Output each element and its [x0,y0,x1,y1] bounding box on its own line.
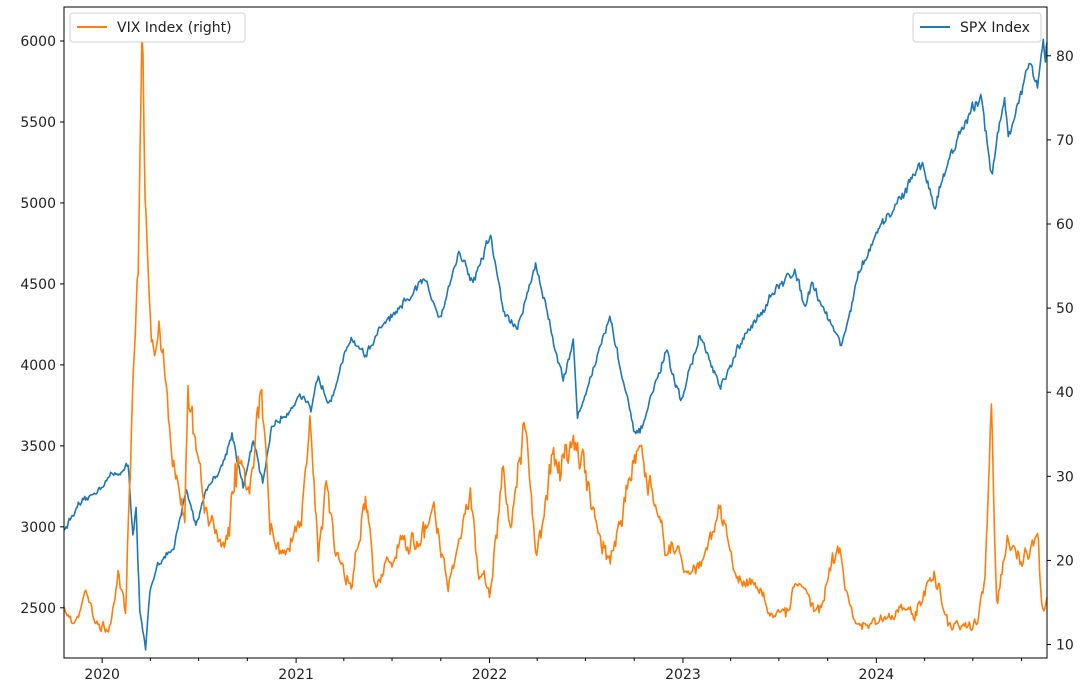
right-y-axis: 10 20 30 40 50 60 70 80 [1047,49,1074,654]
series-layer [63,32,1048,651]
right-y-tick-label: 10 [1056,638,1074,654]
left-y-tick-label: 6000 [20,34,56,50]
series-line-vix [63,32,1048,633]
right-y-tick-label: 30 [1056,469,1074,485]
left-y-axis: 2500 3000 3500 4000 4500 5000 5500 6000 [20,34,64,617]
left-y-tick-label: 3000 [20,520,56,536]
right-y-tick-label: 50 [1056,301,1074,317]
left-y-tick-label: 4500 [20,277,56,293]
x-axis: 2020 2021 2022 2023 2024 [84,658,1023,683]
legend-spx-box [912,12,1042,43]
left-y-tick-label: 5500 [20,115,56,131]
x-tick-label: 2020 [84,667,120,683]
left-y-tick-label: 2500 [20,601,56,617]
legend-spx: SPX Index [912,12,1042,43]
legend-vix: VIX Index (right) [69,12,246,43]
x-tick-label: 2021 [278,667,314,683]
x-tick-label: 2022 [472,667,508,683]
series-line-spx [63,38,1048,651]
left-y-tick-label: 4000 [20,358,56,374]
right-y-tick-label: 20 [1056,553,1074,569]
plot-frame [63,6,1048,659]
right-y-tick-label: 60 [1056,217,1074,233]
legend-vix-label: VIX Index (right) [117,20,232,36]
legend-vix-box [69,12,246,43]
left-y-tick-label: 5000 [20,196,56,212]
right-y-tick-label: 40 [1056,385,1074,401]
x-tick-label: 2023 [665,667,701,683]
legend-spx-label: SPX Index [960,20,1030,36]
left-y-tick-label: 3500 [20,439,56,455]
right-y-tick-label: 70 [1056,133,1074,149]
x-tick-label: 2024 [859,667,895,683]
right-y-tick-label: 80 [1056,49,1074,65]
